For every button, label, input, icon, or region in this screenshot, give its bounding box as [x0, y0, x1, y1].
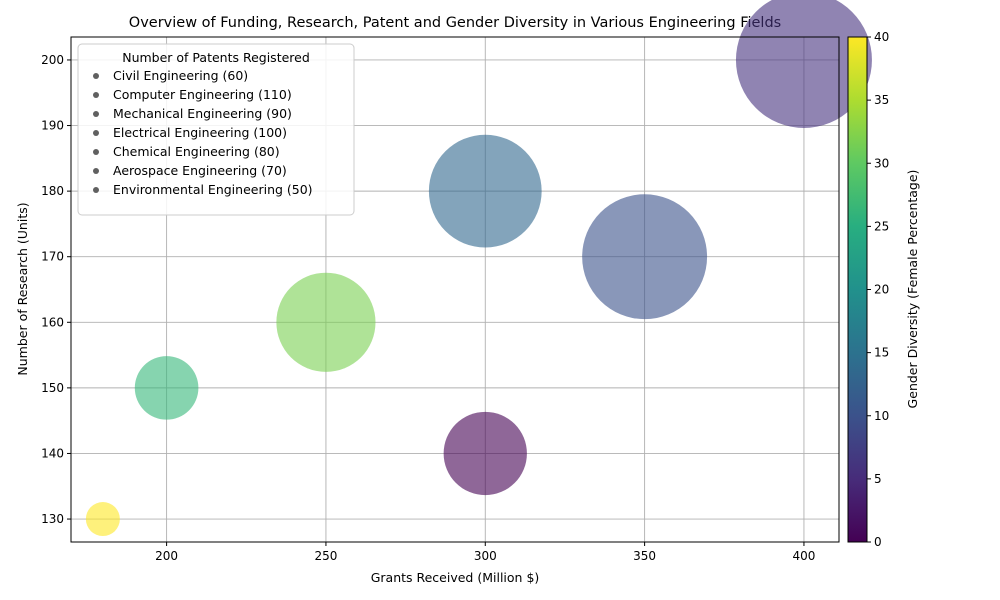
- legend-marker: [93, 111, 99, 117]
- x-tick-label: 400: [792, 549, 815, 563]
- y-axis-ticks: 130 140 150 160 170 180 190 200: [41, 53, 71, 526]
- x-axis-ticks: 200 250 300 350 400: [155, 542, 815, 563]
- legend-entry: Mechanical Engineering (90): [113, 106, 292, 121]
- legend-entry: Aerospace Engineering (70): [113, 163, 287, 178]
- bubble: [428, 134, 542, 248]
- legend-marker: [93, 168, 99, 174]
- legend-marker: [93, 92, 99, 98]
- colorbar-tick-label: 30: [874, 156, 889, 170]
- x-tick-label: 350: [633, 549, 656, 563]
- colorbar-gradient: [847, 36, 868, 543]
- y-tick-label: 200: [41, 53, 64, 67]
- colorbar-tick-label: 35: [874, 93, 889, 107]
- legend-entry: Civil Engineering (60): [113, 68, 248, 83]
- y-tick-label: 190: [41, 119, 64, 133]
- bubble: [134, 356, 199, 420]
- x-tick-label: 200: [155, 549, 178, 563]
- x-tick-label: 300: [474, 549, 497, 563]
- plot-frame: [70, 36, 840, 543]
- colorbar-tick-label: 15: [874, 346, 889, 360]
- bubble: [276, 272, 376, 372]
- x-tick-label: 250: [314, 549, 337, 563]
- legend-marker: [93, 73, 99, 79]
- legend-title: Number of Patents Registered: [122, 50, 310, 65]
- legend-entry: Environmental Engineering (50): [113, 182, 313, 197]
- y-axis-label: Number of Research (Units): [15, 202, 30, 375]
- chart-title: Overview of Funding, Research, Patent an…: [129, 15, 781, 31]
- legend-entry: Computer Engineering (110): [113, 87, 292, 102]
- y-tick-label: 130: [41, 512, 64, 526]
- bubble: [735, 0, 872, 128]
- y-tick-label: 160: [41, 315, 64, 329]
- bubbles: [85, 0, 872, 537]
- colorbar: 0 5 10 15 20 25 30 35 40 Gender Diversity (Femal…: [847, 30, 920, 549]
- legend-marker: [93, 130, 99, 136]
- y-tick-label: 140: [41, 446, 64, 460]
- legend-marker: [93, 187, 99, 193]
- legend-box: [77, 43, 355, 216]
- colorbar-tick-label: 40: [874, 30, 889, 44]
- colorbar-tick-label: 20: [874, 283, 889, 297]
- colorbar-label: Gender Diversity (Female Percentage): [905, 170, 920, 409]
- legend-entry: Electrical Engineering (100): [113, 125, 287, 140]
- legend: Number of Patents Registered Civil Engin…: [77, 43, 355, 216]
- colorbar-tick-label: 10: [874, 409, 889, 423]
- bubble: [582, 194, 708, 320]
- y-tick-label: 170: [41, 250, 64, 264]
- bubble: [85, 502, 120, 537]
- colorbar-tick-label: 25: [874, 219, 889, 233]
- legend-marker: [93, 149, 99, 155]
- colorbar-tick-label: 5: [874, 472, 882, 486]
- colorbar-tick-label: 0: [874, 535, 882, 549]
- y-tick-label: 150: [41, 381, 64, 395]
- legend-entry: Chemical Engineering (80): [113, 144, 280, 159]
- x-axis-label: Grants Received (Million $): [371, 570, 540, 585]
- y-tick-label: 180: [41, 184, 64, 198]
- bubble: [443, 411, 527, 496]
